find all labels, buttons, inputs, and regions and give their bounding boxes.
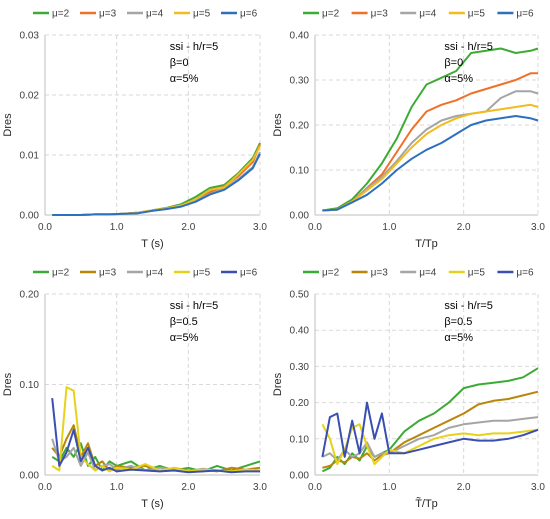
- annotation-text: α=5%: [444, 332, 473, 344]
- series-line-5: [52, 153, 261, 216]
- legend-label: μ=5: [468, 9, 486, 20]
- x-tick-label: 0.0: [308, 222, 322, 233]
- x-tick-label: 3.0: [531, 222, 545, 233]
- y-tick-label: 0.30: [290, 76, 310, 87]
- y-tick-label: 0.50: [290, 290, 310, 301]
- legend-label: μ=3: [371, 9, 389, 20]
- series-line-1: [52, 142, 261, 216]
- y-axis-label: Dres: [2, 372, 14, 396]
- y-tick-label: 0.00: [290, 211, 310, 222]
- x-axis-label: T̃/Tp: [415, 497, 438, 510]
- y-tick-label: 0.20: [290, 121, 310, 132]
- x-tick-label: 3.0: [253, 482, 267, 493]
- x-tick-label: 2.0: [457, 222, 471, 233]
- chart-panel-top-right: μ=2 μ=3 μ=4 μ=5 μ=6 0.00 0.10 0.20 0.30 0.40 0.0 1.…: [272, 9, 545, 251]
- chart-panel-bottom-right: μ=2 μ=3 μ=4 μ=5 μ=6 0.00 0.10 0.20 0.30 0.40 0.50 0…: [272, 268, 545, 511]
- x-tick-label: 1.0: [382, 222, 396, 233]
- annotation-text: β=0.5: [444, 316, 472, 328]
- series-line-2: [322, 390, 539, 469]
- x-tick-label: 1.0: [110, 222, 124, 233]
- series-line-5: [322, 115, 539, 212]
- y-tick-label: 0.30: [290, 362, 310, 373]
- legend-label: μ=2: [322, 9, 340, 20]
- legend-label: μ=4: [419, 9, 437, 20]
- legend-label: μ=6: [516, 9, 534, 20]
- y-tick-label: 0.00: [290, 471, 310, 482]
- annotation-text: α=5%: [170, 332, 199, 344]
- annotation-text: ssi - h/r=5: [170, 41, 219, 53]
- y-tick-label: 0.00: [20, 211, 40, 222]
- annotation-text: α=5%: [444, 73, 473, 85]
- legend-label: μ=4: [146, 9, 164, 20]
- y-tick-label: 0.03: [20, 31, 40, 42]
- x-tick-label: 2.0: [457, 482, 471, 493]
- series-line-5: [51, 397, 260, 474]
- legend-label: μ=3: [99, 268, 117, 279]
- annotation-text: β=0: [170, 57, 189, 69]
- series-line-4: [51, 386, 261, 473]
- legend-label: μ=6: [240, 268, 258, 279]
- annotation-text: β=0: [444, 57, 463, 69]
- legend-label: μ=4: [146, 268, 164, 279]
- annotation-text: ssi - h/r=5: [170, 300, 219, 312]
- legend-label: μ=2: [322, 268, 340, 279]
- legend-label: μ=3: [99, 9, 117, 20]
- legend-label: μ=6: [516, 268, 534, 279]
- y-tick-label: 0.02: [20, 91, 40, 102]
- annotation-text: ssi - h/r=5: [444, 300, 493, 312]
- y-tick-label: 0.01: [20, 151, 40, 162]
- x-tick-label: 0.0: [308, 482, 322, 493]
- x-axis-label: T (s): [141, 498, 163, 510]
- series-line-2: [322, 72, 538, 212]
- chart-panel-top-left: μ=2 μ=3 μ=4 μ=5 μ=6 0.00 0.01 0.02 0.03 0.0 1.0 2.0…: [2, 9, 267, 251]
- annotation-text: α=5%: [170, 73, 199, 85]
- y-tick-label: 0.40: [290, 31, 310, 42]
- x-tick-label: 3.0: [253, 222, 267, 233]
- y-axis-label: Dres: [2, 113, 14, 137]
- annotation-text: β=0.5: [170, 316, 198, 328]
- series-line-1: [51, 442, 261, 473]
- x-axis-label: T/Tp: [415, 238, 438, 250]
- chart-panel-bottom-left: μ=2 μ=3 μ=4 μ=5 μ=6 0.00 0.10 0.20 0.0 1.0 2.0 3.0 T…: [2, 268, 267, 511]
- x-tick-label: 3.0: [531, 482, 545, 493]
- y-tick-label: 0.20: [20, 290, 40, 301]
- x-tick-label: 2.0: [181, 222, 195, 233]
- x-tick-label: 0.0: [38, 482, 52, 493]
- x-tick-label: 2.0: [181, 482, 195, 493]
- legend-label: μ=5: [468, 268, 486, 279]
- series-line-4: [322, 103, 539, 212]
- x-tick-label: 1.0: [110, 482, 124, 493]
- legend-label: μ=5: [193, 268, 211, 279]
- y-tick-label: 0.10: [290, 166, 310, 177]
- legend-label: μ=2: [52, 9, 70, 20]
- y-tick-label: 0.10: [20, 380, 40, 391]
- y-tick-label: 0.40: [290, 326, 310, 337]
- series-line-1: [322, 47, 539, 212]
- legend-label: μ=3: [371, 268, 389, 279]
- legend-label: μ=6: [240, 9, 258, 20]
- legend-label: μ=2: [52, 268, 70, 279]
- annotation-text: ssi - h/r=5: [444, 41, 493, 53]
- y-axis-label: Dres: [272, 372, 284, 396]
- legend-label: μ=5: [193, 9, 211, 20]
- x-tick-label: 1.0: [382, 482, 396, 493]
- x-tick-label: 0.0: [38, 222, 52, 233]
- y-tick-label: 0.10: [290, 434, 310, 445]
- legend-label: μ=4: [419, 268, 437, 279]
- y-axis-label: Dres: [272, 113, 284, 137]
- series-line-5: [321, 401, 539, 458]
- y-tick-label: 0.00: [20, 471, 40, 482]
- x-axis-label: T (s): [141, 238, 163, 250]
- y-tick-label: 0.20: [290, 398, 310, 409]
